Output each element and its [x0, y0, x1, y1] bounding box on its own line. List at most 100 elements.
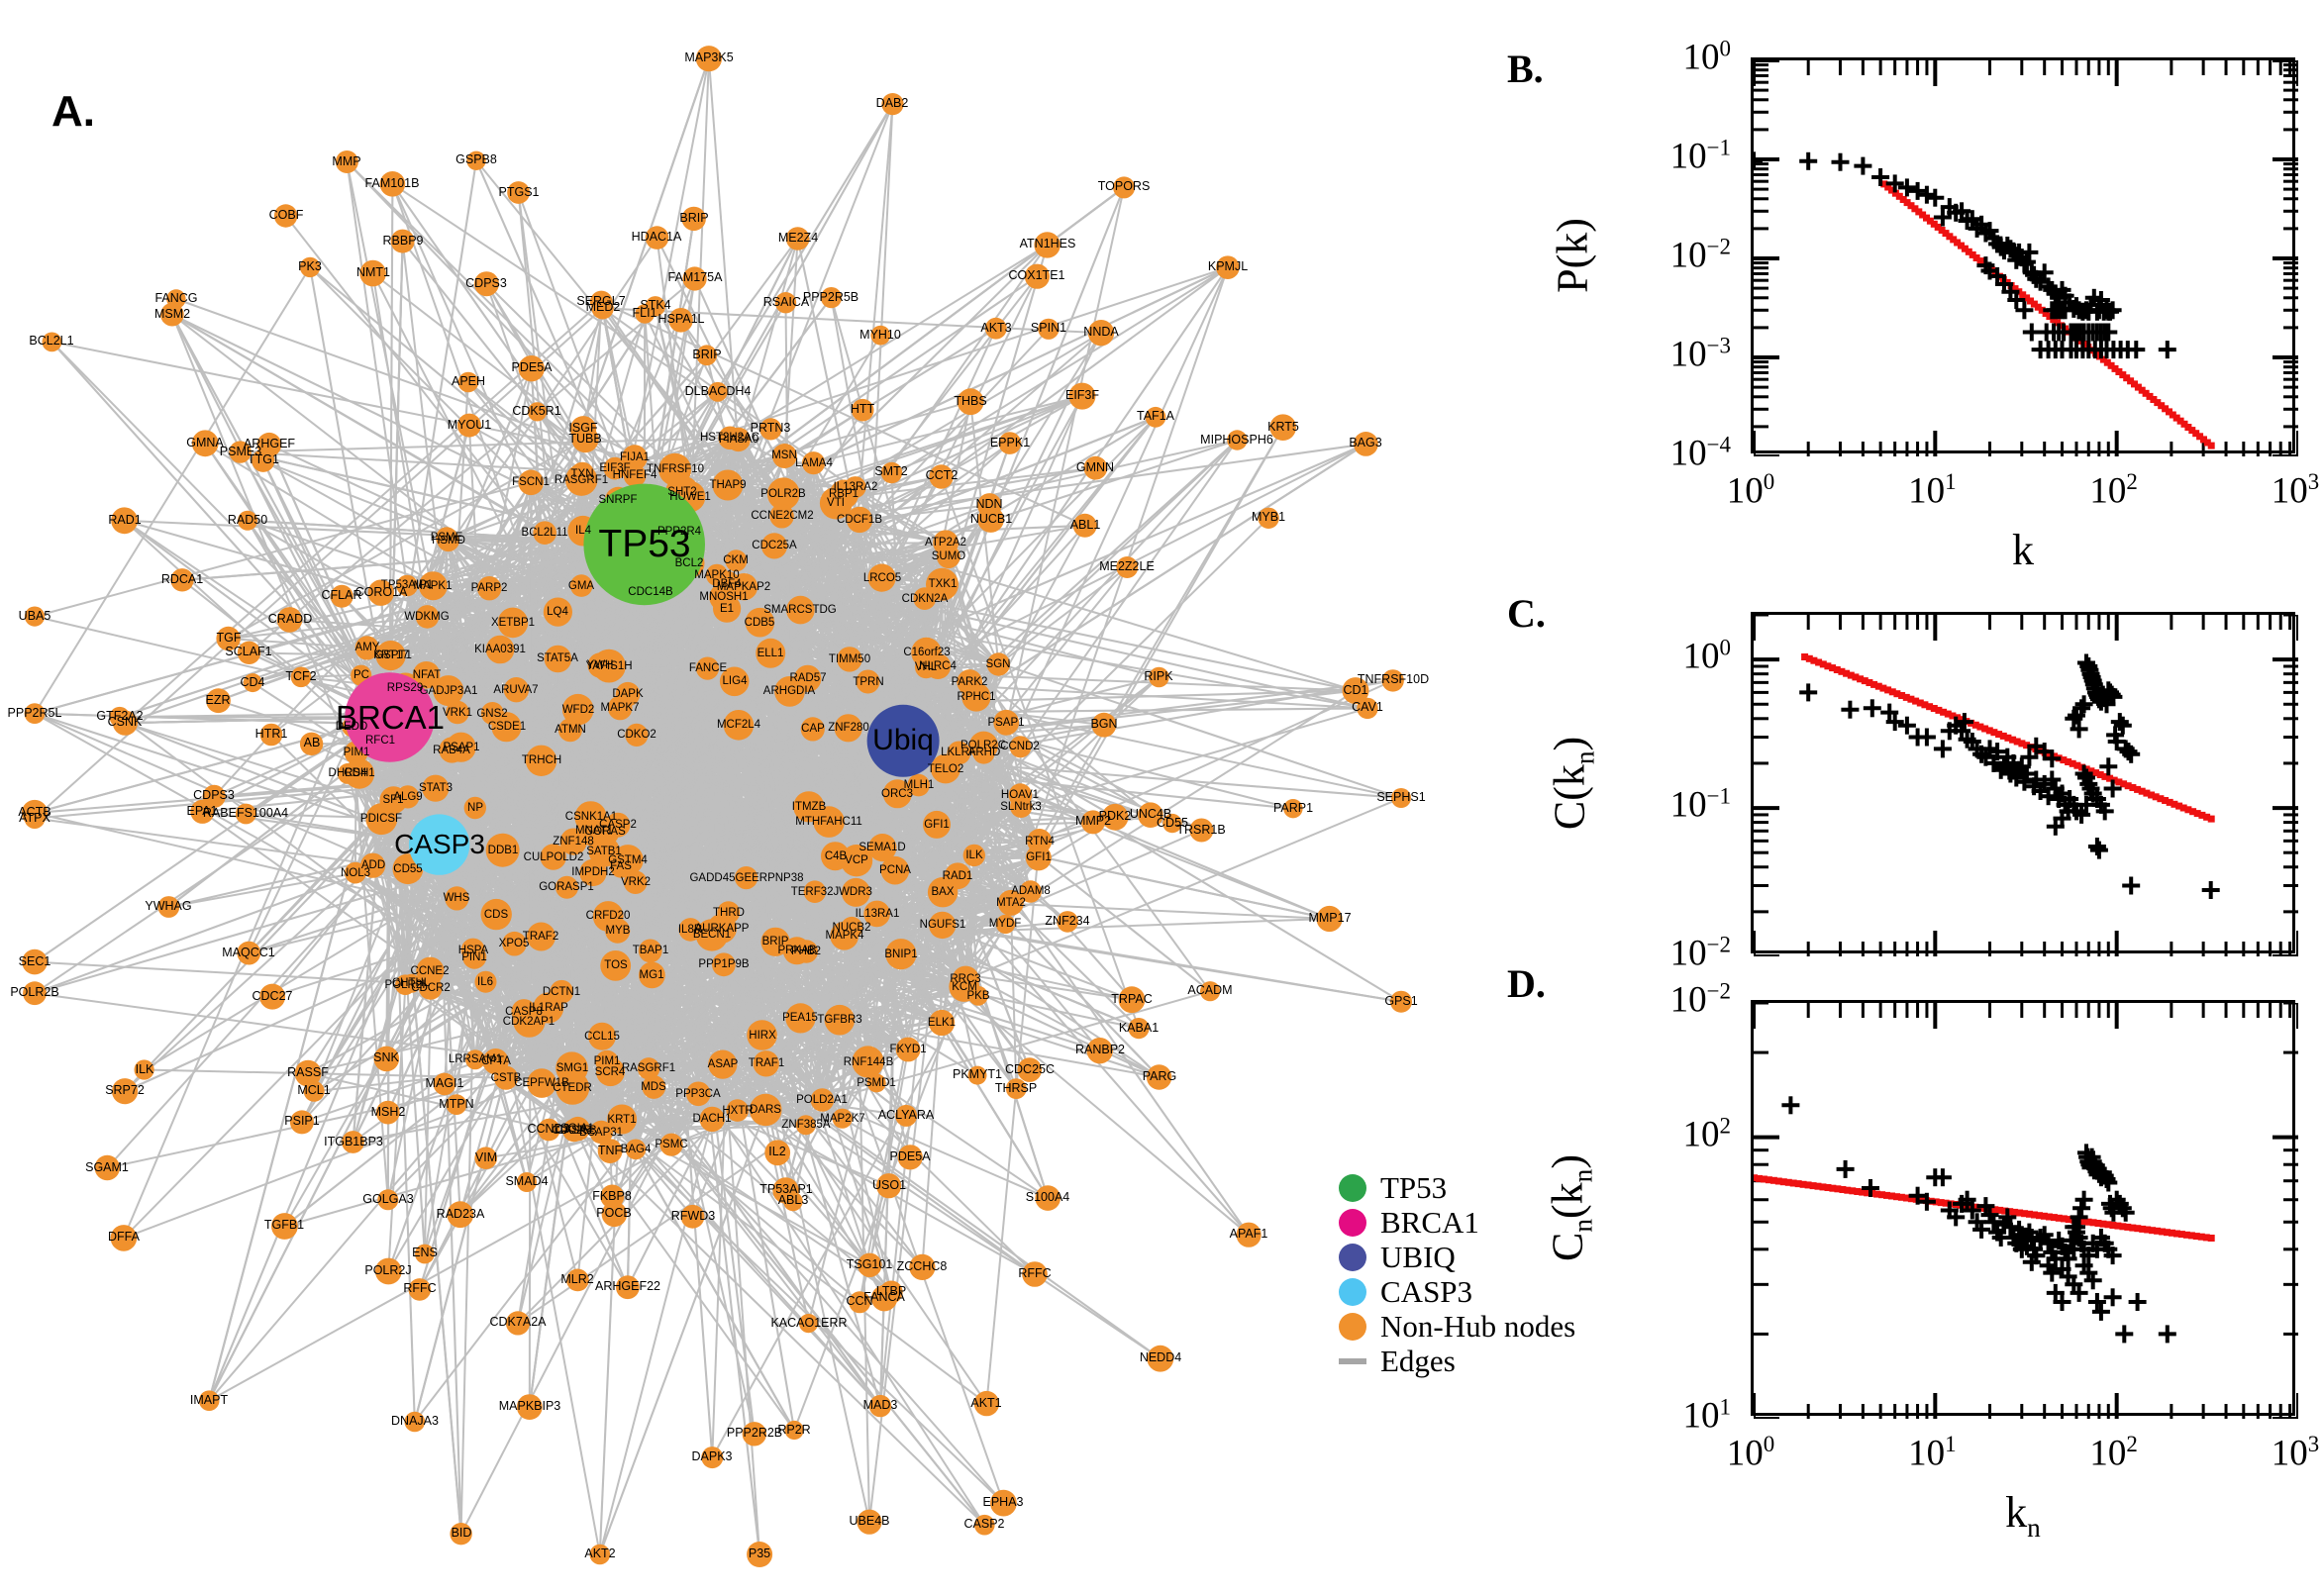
network-node[interactable] [837, 647, 862, 672]
hub-node-brca1[interactable] [345, 672, 435, 762]
network-node[interactable] [23, 981, 47, 1006]
network-node[interactable] [404, 1411, 426, 1433]
network-node[interactable] [1236, 1222, 1262, 1247]
network-node[interactable] [1057, 911, 1078, 933]
network-node[interactable] [1024, 263, 1050, 289]
network-node[interactable] [1083, 455, 1108, 480]
network-node[interactable] [857, 1509, 882, 1535]
network-node[interactable] [879, 1280, 903, 1304]
network-node[interactable] [605, 812, 631, 838]
network-node[interactable] [565, 463, 598, 496]
network-node[interactable] [1316, 905, 1343, 933]
network-node[interactable] [642, 1075, 666, 1099]
network-node[interactable] [1072, 513, 1097, 538]
network-node[interactable] [527, 922, 556, 951]
network-node[interactable] [402, 973, 421, 993]
network-node[interactable] [517, 1172, 537, 1192]
network-node[interactable] [588, 1022, 616, 1050]
network-node[interactable] [562, 1119, 586, 1143]
network-node[interactable] [166, 289, 186, 309]
network-node[interactable] [157, 896, 180, 918]
network-node[interactable] [745, 607, 775, 638]
network-node[interactable] [645, 226, 669, 249]
network-node[interactable] [851, 398, 874, 422]
network-node[interactable] [712, 952, 736, 977]
network-node[interactable] [1009, 736, 1032, 758]
network-node[interactable] [785, 1003, 816, 1034]
network-node[interactable] [747, 1020, 777, 1050]
network-node[interactable] [764, 1140, 791, 1166]
network-node[interactable] [556, 875, 578, 899]
network-node[interactable] [480, 898, 512, 931]
network-node[interactable] [933, 530, 959, 556]
network-node[interactable] [1086, 1038, 1113, 1064]
network-node[interactable] [949, 971, 980, 1002]
network-node[interactable] [518, 469, 544, 496]
network-node[interactable] [725, 549, 748, 572]
network-node[interactable] [756, 638, 786, 668]
network-node[interactable] [160, 302, 184, 327]
network-node[interactable] [1200, 981, 1221, 1002]
network-node[interactable] [354, 636, 379, 660]
network-node[interactable] [1357, 697, 1378, 720]
network-node[interactable] [433, 1072, 456, 1096]
network-node[interactable] [24, 703, 46, 724]
network-node[interactable] [735, 866, 758, 890]
network-node[interactable] [863, 900, 890, 928]
network-node[interactable] [299, 256, 321, 278]
network-node[interactable] [566, 1268, 589, 1292]
network-node[interactable] [112, 710, 138, 736]
network-node[interactable] [273, 204, 298, 228]
network-node[interactable] [929, 911, 957, 940]
network-node[interactable] [846, 506, 873, 534]
network-node[interactable] [701, 1446, 724, 1469]
network-node[interactable] [259, 723, 283, 747]
network-node[interactable] [1269, 414, 1296, 442]
network-node[interactable] [344, 758, 375, 789]
network-node[interactable] [607, 1104, 638, 1135]
network-node[interactable] [493, 1065, 519, 1090]
network-node[interactable] [834, 714, 862, 743]
network-node[interactable] [1025, 845, 1052, 871]
hub-node-ubiq[interactable] [866, 704, 940, 777]
network-node[interactable] [299, 732, 324, 755]
network-node[interactable] [1080, 810, 1105, 835]
network-node[interactable] [957, 388, 984, 416]
network-node[interactable] [785, 227, 810, 250]
network-node[interactable] [559, 828, 587, 855]
network-node[interactable] [206, 688, 231, 714]
network-node[interactable] [708, 1049, 738, 1079]
network-node[interactable] [1145, 406, 1166, 428]
network-node[interactable] [927, 877, 959, 908]
network-node[interactable] [1035, 1185, 1060, 1211]
network-node[interactable] [561, 693, 594, 726]
network-node[interactable] [658, 452, 692, 486]
network-node[interactable] [753, 1050, 779, 1077]
network-node[interactable] [474, 1147, 498, 1169]
network-node[interactable] [760, 533, 788, 559]
network-node[interactable] [373, 1046, 400, 1072]
network-node[interactable] [191, 430, 219, 457]
network-node[interactable] [516, 1394, 543, 1420]
network-node[interactable] [1005, 1078, 1027, 1099]
network-node[interactable] [925, 653, 952, 679]
network-node[interactable] [1019, 880, 1042, 903]
network-node[interactable] [379, 171, 406, 197]
network-node[interactable] [447, 1201, 474, 1229]
network-node[interactable] [962, 844, 985, 867]
network-node[interactable] [1162, 813, 1182, 834]
network-node[interactable] [290, 666, 312, 688]
network-node[interactable] [474, 970, 497, 993]
network-node[interactable] [749, 1093, 782, 1127]
network-node[interactable] [540, 844, 566, 870]
network-node[interactable] [21, 799, 49, 827]
network-node[interactable] [1189, 818, 1214, 843]
network-node[interactable] [682, 266, 707, 291]
network-node[interactable] [984, 317, 1007, 340]
network-node[interactable] [820, 287, 843, 309]
network-node[interactable] [518, 355, 545, 382]
network-node[interactable] [795, 1115, 816, 1136]
network-node[interactable] [1149, 666, 1169, 688]
network-node[interactable] [170, 568, 194, 592]
network-node[interactable] [465, 1049, 485, 1070]
